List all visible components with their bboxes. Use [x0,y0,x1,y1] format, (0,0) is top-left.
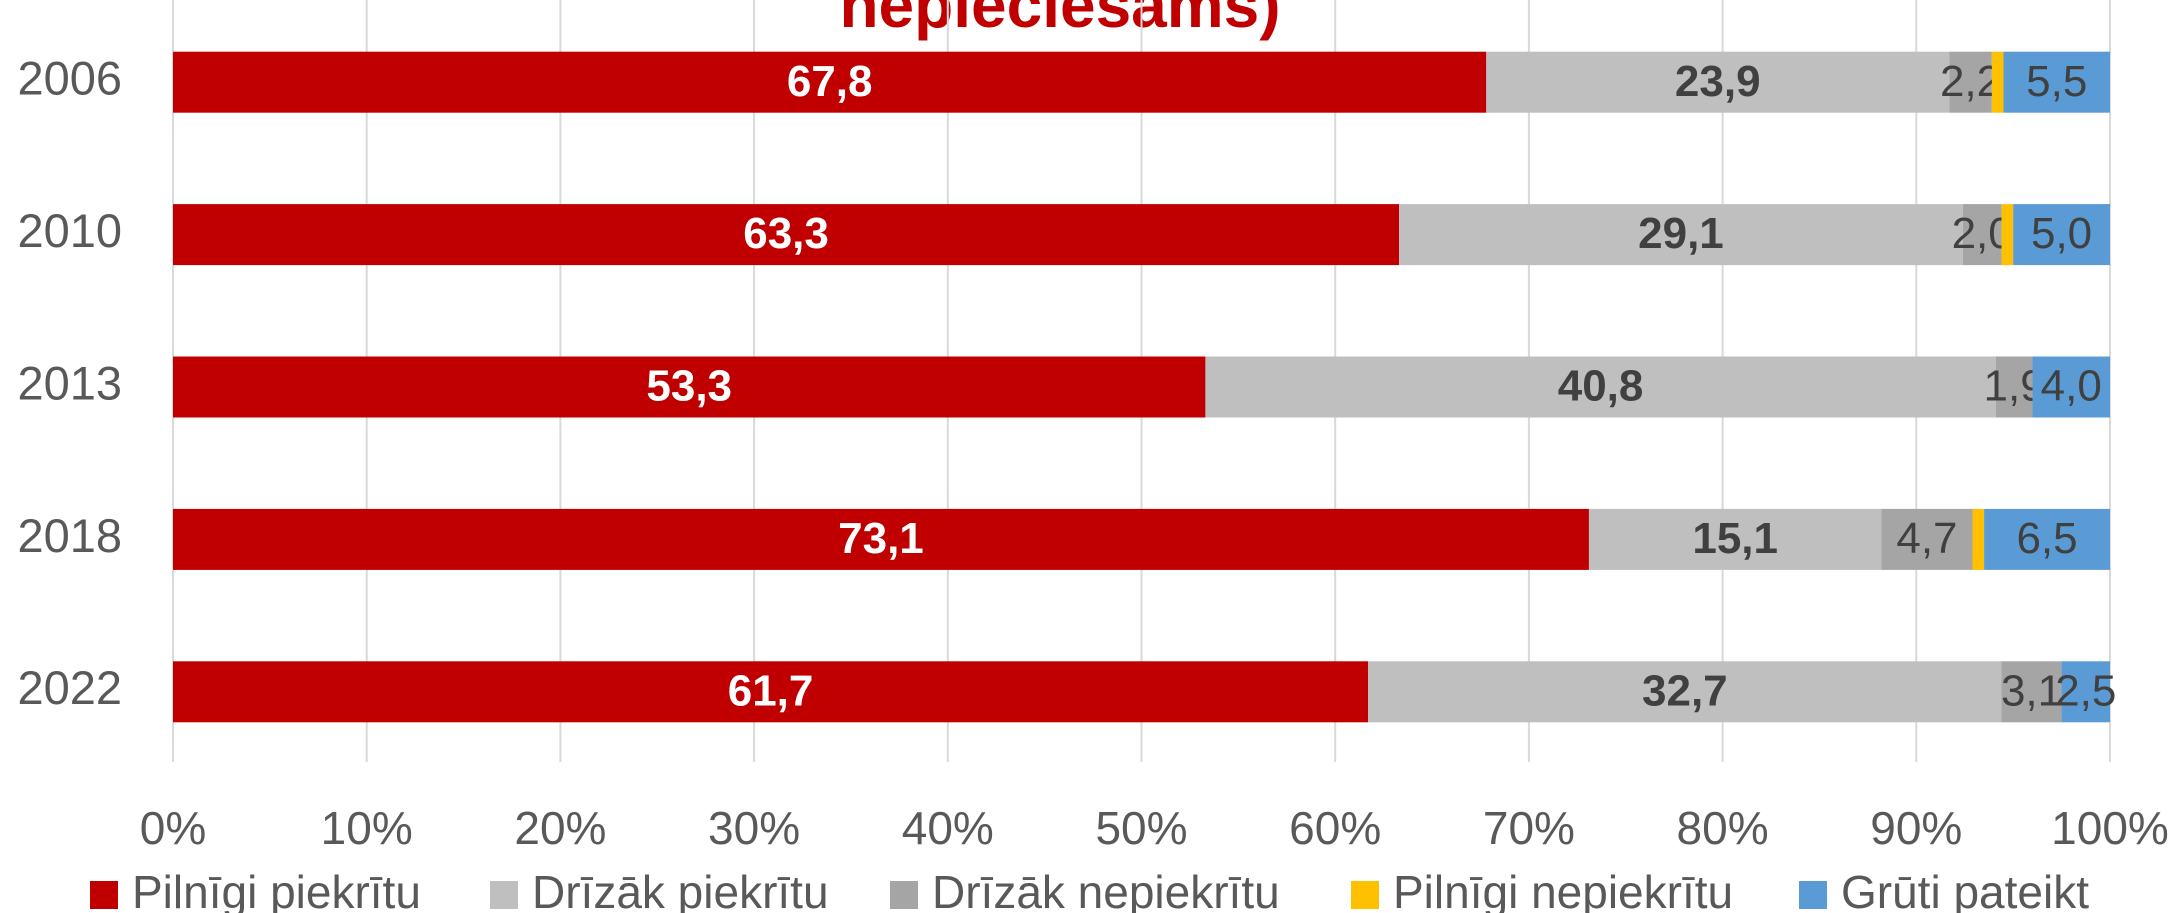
bar-segment [1991,51,2004,113]
legend-label: Grūti pateikt [1841,866,2089,913]
bar-segment [1399,204,1963,266]
x-tick-label: 30% [708,802,800,854]
bar-segment [2032,356,2110,418]
y-tick-label: 2013 [17,356,122,409]
legend-swatch [1799,881,1827,909]
data-label: 61,7 [728,666,814,715]
bar-segment [173,204,1400,266]
bar-segment [2013,204,2110,266]
bar-segment [173,661,1369,723]
data-label: 29,1 [1638,209,1724,258]
bar-segment [1588,508,1882,570]
bar-segment [173,508,1589,570]
bar-segment [2001,661,2062,723]
data-label: 5,0 [2031,209,2092,258]
data-label: 5,5 [2026,57,2087,106]
x-tick-label: 90% [1870,802,1962,854]
legend-swatch [490,881,518,909]
legend-label: Drīzāk piekrītu [532,866,829,913]
legend-label: Pilnīgi nepiekrītu [1393,866,1733,913]
chart-title: nepieciešams) [839,0,1280,41]
bar-segment [1972,508,1985,570]
legend-label: Drīzāk nepiekrītu [932,866,1280,913]
data-label: 6,5 [2016,514,2077,563]
data-label: 4,7 [1896,514,1957,563]
y-tick-label: 2018 [17,509,122,562]
data-label: 15,1 [1692,514,1778,563]
y-tick-label: 2022 [17,661,122,714]
data-label: 63,3 [743,209,829,258]
x-tick-label: 40% [902,802,994,854]
data-label: 73,1 [838,514,924,563]
data-label: 67,8 [787,57,873,106]
bar-segment [1995,356,2033,418]
bar-segment [2003,51,2110,113]
legend-swatch [1351,881,1379,909]
data-label: 40,8 [1558,362,1644,411]
x-tick-label: 60% [1289,802,1381,854]
bar-segment [1368,661,2002,723]
bar-segment [2061,661,2110,723]
x-tick-label: 70% [1483,802,1575,854]
data-label: 2,2 [1940,57,2001,106]
y-tick-label: 2006 [17,52,122,105]
x-tick-label: 10% [321,802,413,854]
bar-segment [2001,204,2014,266]
y-tick-label: 2010 [17,204,122,257]
bar-segment [1486,51,1950,113]
data-label: 32,7 [1642,666,1728,715]
data-label: 4,0 [2041,362,2102,411]
x-tick-label: 80% [1677,802,1769,854]
x-tick-label: 100% [2051,802,2169,854]
legend-swatch [90,881,118,909]
x-tick-label: 0% [140,802,206,854]
bar-segment [1984,508,2110,570]
x-tick-label: 20% [514,802,606,854]
data-label: 53,3 [646,362,732,411]
bar-segment [1205,356,1996,418]
data-label: 2,5 [2055,666,2116,715]
bar-segment [1881,508,1973,570]
legend-swatch [890,881,918,909]
bar-segment [1962,204,2002,266]
bar-segment [173,51,1487,113]
bar-segment [1949,51,1992,113]
data-label: 3,1 [2001,666,2062,715]
data-label: 23,9 [1675,57,1761,106]
legend-label: Pilnīgi piekrītu [132,866,421,913]
bar-segment [173,356,1206,418]
x-tick-label: 50% [1095,802,1187,854]
